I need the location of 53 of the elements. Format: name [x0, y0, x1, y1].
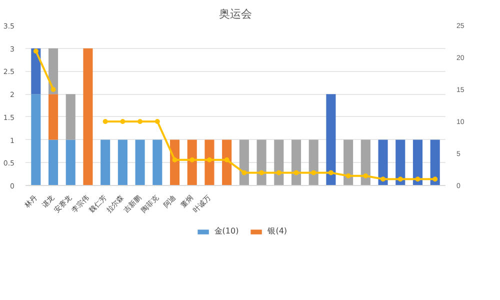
point	[363, 173, 368, 178]
bar	[308, 140, 318, 186]
bar	[430, 140, 440, 186]
point	[380, 176, 386, 182]
bar	[378, 140, 388, 186]
bar	[83, 48, 93, 186]
point	[259, 170, 264, 176]
bar	[360, 140, 370, 186]
bar	[48, 48, 58, 94]
point	[328, 170, 334, 176]
bar	[170, 140, 180, 186]
bar	[274, 140, 284, 186]
point	[224, 157, 230, 162]
bar	[66, 94, 76, 140]
point	[346, 173, 351, 178]
bar	[135, 140, 145, 186]
bar	[31, 94, 41, 186]
bar	[66, 140, 76, 186]
point	[120, 119, 126, 124]
point	[432, 176, 438, 182]
point	[102, 119, 108, 124]
legend-label: 金(10)	[214, 226, 239, 236]
point	[294, 170, 299, 176]
bar	[204, 140, 214, 186]
point	[398, 176, 403, 182]
chart-title: 奥运会	[219, 8, 252, 20]
point	[50, 87, 56, 92]
bar	[31, 48, 41, 94]
bar	[118, 140, 128, 186]
bar	[412, 140, 423, 186]
bar	[291, 140, 302, 186]
bar	[326, 94, 336, 186]
bar	[187, 140, 197, 186]
bar	[396, 140, 406, 186]
bar	[256, 140, 266, 186]
bar	[344, 140, 354, 186]
legend-label: 银(4)	[268, 226, 288, 236]
point	[154, 119, 160, 124]
point	[190, 157, 195, 162]
point	[33, 48, 38, 54]
point	[172, 157, 178, 162]
bar	[239, 140, 249, 186]
point	[311, 170, 316, 176]
point	[415, 176, 420, 182]
point	[206, 157, 212, 162]
bar	[222, 140, 232, 186]
point	[138, 119, 143, 124]
bar	[48, 140, 58, 186]
bar	[48, 94, 58, 140]
point	[242, 170, 247, 176]
bar	[152, 140, 162, 186]
point	[276, 170, 282, 176]
bar	[100, 140, 110, 186]
